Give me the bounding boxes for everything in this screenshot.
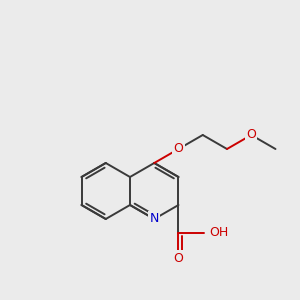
- Text: O: O: [174, 142, 183, 155]
- Text: O: O: [246, 128, 256, 142]
- Text: N: N: [150, 212, 159, 226]
- Text: OH: OH: [210, 226, 229, 239]
- Text: O: O: [174, 252, 183, 265]
